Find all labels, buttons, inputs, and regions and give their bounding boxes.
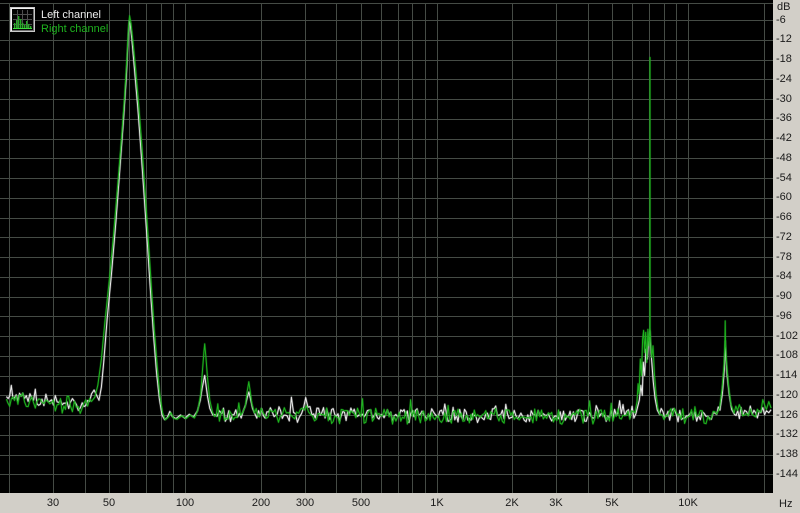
x-tick-label-100: 100 (175, 497, 195, 509)
mini-spectrum-icon (10, 7, 35, 32)
x-tick-label-5k: 5K (605, 497, 619, 509)
x-tick-label-3k: 3K (549, 497, 563, 509)
mini-spectrum-icon-graphic (13, 10, 32, 29)
y-tick-label-144: -144 (776, 468, 799, 480)
y-tick-label-114: -114 (776, 369, 798, 381)
legend: Left channel Right channel (10, 7, 108, 36)
trace-layer (5, 14, 773, 426)
legend-left-channel-label: Left channel (41, 9, 101, 21)
y-tick-label-108: -108 (776, 349, 799, 361)
x-axis-unit-label: Hz (779, 498, 793, 510)
y-axis-unit-label: dB (777, 1, 791, 13)
y-tick-label-126: -126 (776, 409, 799, 421)
y-tick-label-42: -42 (776, 132, 792, 144)
x-axis-strip: 30 50 100 200 300 500 1K 2K 3K 5K 10K (0, 493, 773, 513)
y-axis-strip: dB -6 -12 -18 -24 -30 -36 -42 -48 -54 -60 -66 -72 -7… (773, 0, 800, 513)
y-tick-label-102: -102 (776, 330, 799, 342)
x-tick-label-10k: 10K (678, 497, 698, 509)
x-tick-label-500: 500 (351, 497, 371, 509)
spectrum-plot (0, 0, 773, 493)
x-tick-label-2k: 2K (505, 497, 519, 509)
y-tick-label-18: -18 (776, 53, 792, 65)
x-tick-label-50: 50 (102, 497, 116, 509)
y-tick-label-96: -96 (776, 310, 792, 322)
x-tick-label-200: 200 (251, 497, 271, 509)
y-tick-label-132: -132 (776, 428, 799, 440)
y-tick-label-60: -60 (776, 191, 792, 203)
x-tick-label-300: 300 (295, 497, 315, 509)
y-tick-label-30: -30 (776, 93, 792, 105)
x-tick-label-30: 30 (46, 497, 60, 509)
y-tick-label-138: -138 (776, 448, 799, 460)
plot-background (0, 0, 773, 493)
y-tick-label-72: -72 (776, 231, 792, 243)
trace-right-channel (5, 15, 772, 425)
y-tick-label-12: -12 (776, 33, 792, 45)
y-tick-label-24: -24 (776, 73, 792, 85)
y-tick-label-48: -48 (776, 152, 792, 164)
y-tick-label-120: -120 (776, 389, 799, 401)
y-tick-label-84: -84 (776, 270, 792, 282)
y-tick-label-6: -6 (776, 14, 786, 26)
legend-right-channel-label: Right channel (41, 23, 109, 35)
y-tick-label-54: -54 (776, 172, 792, 184)
y-tick-label-90: -90 (776, 290, 792, 302)
x-tick-label-1k: 1K (430, 497, 444, 509)
y-tick-label-78: -78 (776, 251, 792, 263)
y-tick-label-66: -66 (776, 211, 792, 223)
y-tick-label-36: -36 (776, 112, 792, 124)
